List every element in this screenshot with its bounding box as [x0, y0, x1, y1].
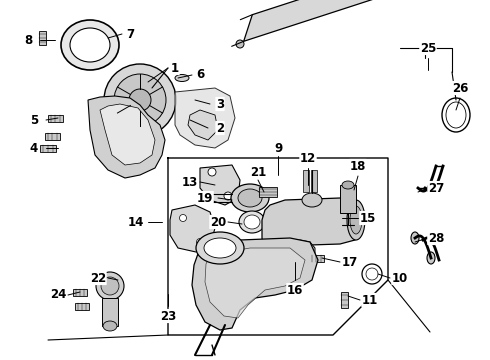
Polygon shape [188, 110, 218, 140]
Text: 23: 23 [160, 310, 176, 323]
Ellipse shape [208, 168, 216, 176]
Polygon shape [175, 88, 235, 148]
Polygon shape [200, 165, 240, 205]
Ellipse shape [175, 75, 189, 81]
Ellipse shape [427, 252, 435, 264]
Ellipse shape [238, 189, 262, 207]
Polygon shape [259, 187, 277, 197]
Ellipse shape [236, 40, 244, 48]
Ellipse shape [342, 181, 354, 189]
Polygon shape [309, 255, 323, 261]
Text: 24: 24 [50, 288, 66, 302]
Polygon shape [100, 104, 155, 165]
Ellipse shape [61, 20, 119, 70]
Ellipse shape [295, 249, 305, 259]
Polygon shape [205, 248, 305, 318]
Text: 7: 7 [126, 27, 134, 40]
Ellipse shape [196, 238, 203, 246]
Bar [340, 185, 356, 213]
Text: 10: 10 [392, 271, 408, 284]
Ellipse shape [129, 89, 151, 111]
Ellipse shape [101, 277, 119, 295]
Text: 19: 19 [197, 192, 213, 204]
Text: 21: 21 [250, 166, 266, 179]
Text: 6: 6 [196, 68, 204, 81]
Text: 9: 9 [274, 141, 282, 154]
Polygon shape [48, 114, 63, 122]
Text: 26: 26 [452, 81, 468, 94]
Text: 15: 15 [360, 211, 376, 225]
Text: 13: 13 [182, 175, 198, 189]
Ellipse shape [224, 192, 232, 200]
Polygon shape [244, 0, 442, 41]
Polygon shape [40, 144, 56, 152]
Ellipse shape [96, 272, 124, 300]
Polygon shape [285, 240, 315, 268]
Ellipse shape [347, 200, 365, 240]
Text: 25: 25 [420, 41, 436, 54]
Text: 22: 22 [90, 271, 106, 284]
Text: 27: 27 [428, 181, 444, 194]
Polygon shape [88, 96, 165, 178]
Ellipse shape [114, 74, 166, 126]
Text: 5: 5 [30, 113, 38, 126]
Polygon shape [192, 238, 318, 330]
Ellipse shape [70, 28, 110, 62]
Ellipse shape [179, 215, 187, 221]
Polygon shape [170, 205, 215, 252]
Text: 2: 2 [216, 122, 224, 135]
Text: 4: 4 [30, 141, 38, 154]
Text: 8: 8 [24, 33, 32, 46]
Bar [303, 170, 309, 192]
Polygon shape [262, 198, 358, 262]
Ellipse shape [103, 321, 117, 331]
Polygon shape [45, 132, 59, 139]
Ellipse shape [196, 232, 244, 264]
Text: 3: 3 [216, 98, 224, 111]
Bar [102, 298, 118, 326]
Bar [311, 170, 317, 192]
Ellipse shape [411, 232, 419, 244]
Polygon shape [73, 288, 87, 296]
Text: 16: 16 [287, 284, 303, 297]
Text: 17: 17 [342, 256, 358, 269]
Ellipse shape [204, 238, 236, 258]
Polygon shape [341, 292, 347, 308]
Text: 1: 1 [171, 62, 179, 75]
Ellipse shape [302, 193, 322, 207]
Text: 20: 20 [210, 216, 226, 229]
Ellipse shape [231, 184, 269, 212]
Ellipse shape [239, 211, 265, 233]
Text: 12: 12 [300, 152, 316, 165]
Text: 28: 28 [428, 231, 444, 244]
Text: 14: 14 [128, 216, 144, 229]
Text: 11: 11 [362, 293, 378, 306]
Polygon shape [75, 302, 89, 310]
Ellipse shape [350, 206, 362, 234]
Polygon shape [39, 31, 46, 45]
Ellipse shape [244, 215, 260, 229]
Text: 18: 18 [350, 159, 366, 172]
Ellipse shape [104, 64, 176, 136]
